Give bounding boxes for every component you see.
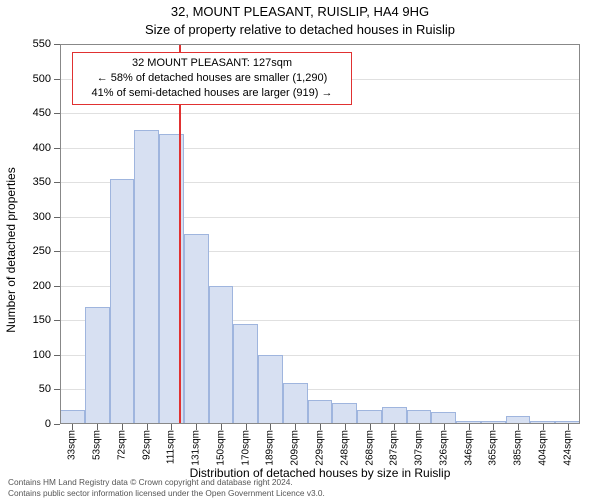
x-tick-label: 33sqm [67, 430, 78, 460]
y-tick-label: 150 [33, 314, 51, 326]
y-tick-label: 300 [33, 211, 51, 223]
y-tick-label: 450 [33, 107, 51, 119]
y-tick-label: 200 [33, 280, 51, 292]
y-tick [54, 355, 60, 356]
x-tick-label: 229sqm [315, 430, 326, 466]
y-tick-label: 500 [33, 73, 51, 85]
x-tick-label: 209sqm [290, 430, 301, 466]
chart-title: 32, MOUNT PLEASANT, RUISLIP, HA4 9HG [0, 4, 600, 19]
x-tick-label: 268sqm [364, 430, 375, 466]
y-tick-label: 350 [33, 176, 51, 188]
y-tick [54, 286, 60, 287]
x-tick-label: 365sqm [488, 430, 499, 466]
y-axis-label: Number of detached properties [4, 167, 18, 332]
footer-line-2: Contains public sector information licen… [8, 488, 325, 498]
y-tick-label: 550 [33, 38, 51, 50]
x-tick-label: 404sqm [537, 430, 548, 466]
x-tick-label: 385sqm [513, 430, 524, 466]
y-tick [54, 320, 60, 321]
x-tick-label: 326sqm [438, 430, 449, 466]
x-tick-label: 307sqm [414, 430, 425, 466]
x-tick-label: 92sqm [141, 430, 152, 460]
x-tick-label: 248sqm [339, 430, 350, 466]
x-tick-label: 189sqm [265, 430, 276, 466]
y-tick [54, 44, 60, 45]
x-tick-label: 53sqm [92, 430, 103, 460]
y-tick [54, 424, 60, 425]
x-tick-label: 346sqm [463, 430, 474, 466]
y-tick-label: 100 [33, 349, 51, 361]
x-tick-label: 287sqm [389, 430, 400, 466]
x-tick-label: 424sqm [562, 430, 573, 466]
y-tick [54, 251, 60, 252]
y-tick-label: 50 [39, 383, 51, 395]
y-tick [54, 148, 60, 149]
y-tick-label: 250 [33, 245, 51, 257]
plot-area: 32 MOUNT PLEASANT: 127sqm← 58% of detach… [60, 44, 580, 424]
y-tick [54, 389, 60, 390]
y-tick-label: 400 [33, 142, 51, 154]
x-tick-label: 111sqm [166, 430, 177, 464]
footer-line-1: Contains HM Land Registry data © Crown c… [8, 477, 325, 487]
x-tick-label: 72sqm [116, 430, 127, 460]
x-tick-label: 131sqm [191, 430, 202, 466]
y-tick [54, 217, 60, 218]
y-tick [54, 182, 60, 183]
y-tick [54, 113, 60, 114]
y-tick [54, 79, 60, 80]
x-tick-label: 150sqm [215, 430, 226, 466]
y-tick-label: 0 [45, 418, 51, 430]
chart-subtitle: Size of property relative to detached ho… [0, 22, 600, 37]
footer-attribution: Contains HM Land Registry data © Crown c… [8, 477, 325, 498]
x-tick-label: 170sqm [240, 430, 251, 466]
